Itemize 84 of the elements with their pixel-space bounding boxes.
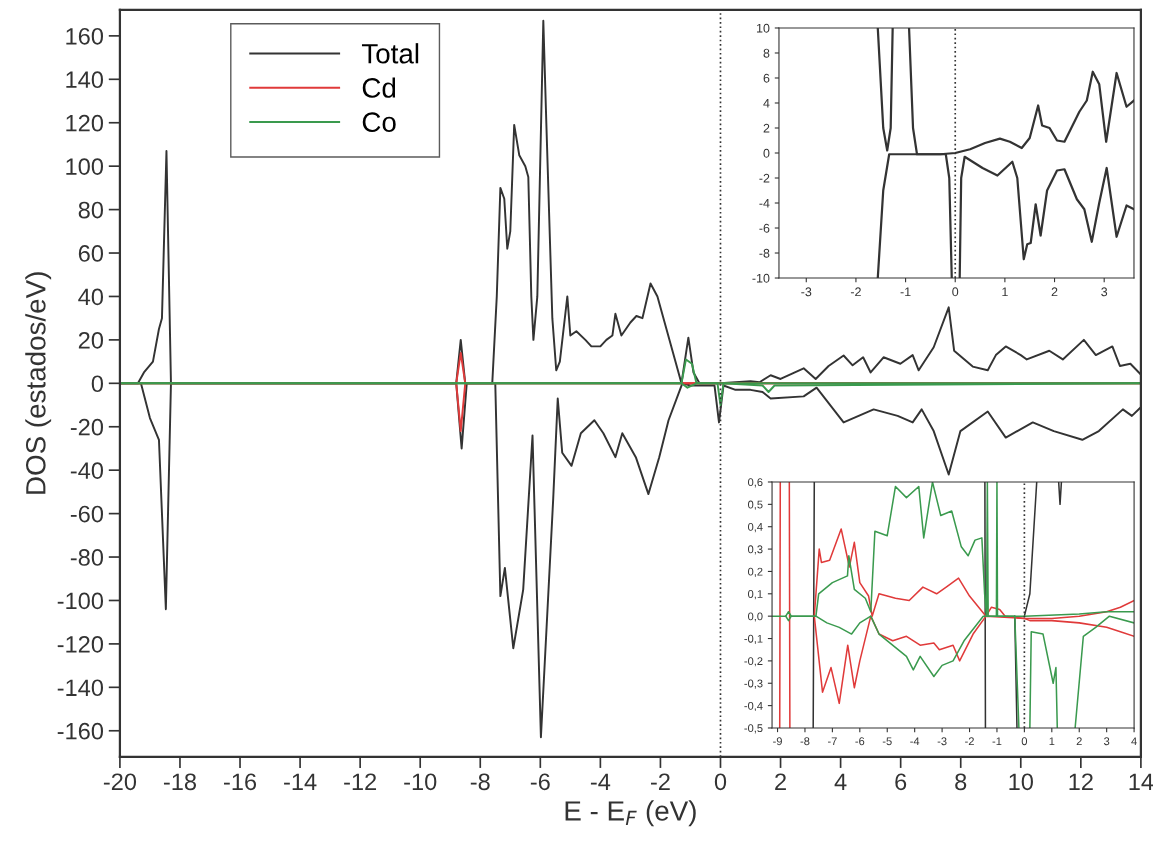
- x-tick-label: -20: [103, 773, 137, 791]
- x-tick-label: 6: [895, 773, 907, 791]
- y-tick-label: 0: [91, 375, 104, 393]
- x-tick-label: 3: [1101, 287, 1108, 297]
- x-tick-label: 10: [1009, 773, 1033, 791]
- x-tick-label: 0: [1021, 737, 1028, 746]
- legend-label: Cd: [362, 77, 396, 98]
- y-tick-label: -100: [57, 592, 104, 610]
- x-tick-label: -2: [850, 287, 861, 297]
- y-tick-label: 20: [78, 331, 104, 349]
- x-tick-label: -2: [650, 773, 670, 790]
- y-axis-title: DOS (estados/eV): [25, 272, 52, 494]
- y-tick-label: -80: [70, 549, 104, 566]
- y-tick-label: 0,3: [748, 545, 763, 555]
- x-tick-label: 8: [955, 773, 967, 791]
- y-tick-label: -2: [759, 173, 770, 183]
- y-tick-label: -20: [70, 418, 104, 436]
- y-tick-label: 0,6: [748, 478, 763, 488]
- y-tick-label: -160: [57, 722, 104, 740]
- y-tick-label: 8: [763, 48, 770, 58]
- x-tick-label: 4: [834, 773, 847, 790]
- y-tick-label: 120: [66, 114, 104, 132]
- y-tick-label: 100: [66, 158, 104, 175]
- y-tick-label: 0,5: [748, 500, 763, 510]
- x-tick-label: 1: [1002, 287, 1008, 297]
- y-tick-label: 160: [66, 27, 104, 45]
- x-tick-label: -8: [470, 773, 490, 791]
- x-axis-title: E - E$_{F}$ (eV): [565, 800, 696, 827]
- legend-label: Co: [362, 112, 396, 133]
- x-tick-label: -14: [284, 773, 317, 790]
- x-tick-label: -8: [800, 737, 810, 746]
- y-tick-label: -0,1: [744, 634, 763, 644]
- x-tick-label: -18: [163, 773, 197, 791]
- x-tick-label: 14: [1129, 773, 1153, 790]
- x-tick-label: -3: [801, 287, 812, 297]
- y-tick-label: -0,2: [744, 657, 763, 667]
- x-tick-label: -10: [404, 773, 437, 791]
- y-tick-label: 0,0: [748, 612, 763, 622]
- x-tick-label: -12: [344, 773, 377, 790]
- x-tick-label: 2: [775, 773, 786, 790]
- y-tick-label: 140: [66, 71, 104, 89]
- x-tick-label: -6: [530, 773, 550, 791]
- y-tick-label: -8: [759, 248, 770, 258]
- x-tick-label: 2: [1051, 287, 1058, 297]
- y-tick-label: -40: [70, 462, 104, 479]
- x-tick-label: 1: [1049, 737, 1055, 746]
- y-tick-label: 0,4: [748, 522, 763, 533]
- legend-label: Total: [361, 43, 419, 64]
- x-tick-label: 3: [1104, 737, 1110, 746]
- y-tick-label: 4: [763, 98, 770, 108]
- x-tick-label: -5: [882, 737, 892, 746]
- y-tick-label: -0,3: [744, 679, 763, 689]
- x-tick-label: 0: [952, 287, 959, 297]
- x-tick-label: 2: [1076, 737, 1082, 746]
- x-tick-label: -4: [590, 773, 611, 790]
- x-tick-label: -9: [773, 737, 782, 746]
- y-tick-label: 0,2: [748, 567, 763, 577]
- x-tick-label: -16: [224, 773, 257, 791]
- y-tick-label: -10: [752, 273, 770, 283]
- x-tick-label: -6: [855, 737, 865, 746]
- x-tick-label: -1: [900, 287, 911, 297]
- y-tick-label: 0,1: [748, 590, 763, 600]
- y-tick-label: 60: [78, 245, 104, 262]
- y-tick-label: -120: [57, 635, 104, 653]
- x-tick-label: -3: [937, 737, 947, 746]
- x-tick-label: -2: [965, 737, 974, 746]
- y-tick-label: 80: [78, 201, 104, 219]
- x-tick-label: 0: [714, 773, 727, 791]
- y-tick-label: -0,5: [744, 724, 763, 734]
- y-tick-label: 10: [756, 23, 770, 33]
- y-tick-label: 0: [763, 148, 770, 158]
- x-tick-label: 4: [1131, 737, 1137, 746]
- y-tick-label: -6: [759, 223, 770, 233]
- x-tick-label: 12: [1069, 773, 1093, 790]
- x-tick-label: -7: [827, 737, 837, 746]
- y-tick-label: 2: [763, 123, 770, 133]
- y-tick-label: 40: [78, 288, 104, 306]
- y-tick-label: -60: [70, 505, 104, 523]
- y-tick-label: 6: [763, 73, 770, 83]
- y-tick-label: -0,4: [744, 701, 763, 712]
- x-tick-label: -1: [992, 737, 1002, 746]
- x-tick-label: -4: [910, 737, 920, 746]
- y-tick-label: -4: [759, 198, 770, 208]
- y-tick-label: -140: [57, 679, 104, 697]
